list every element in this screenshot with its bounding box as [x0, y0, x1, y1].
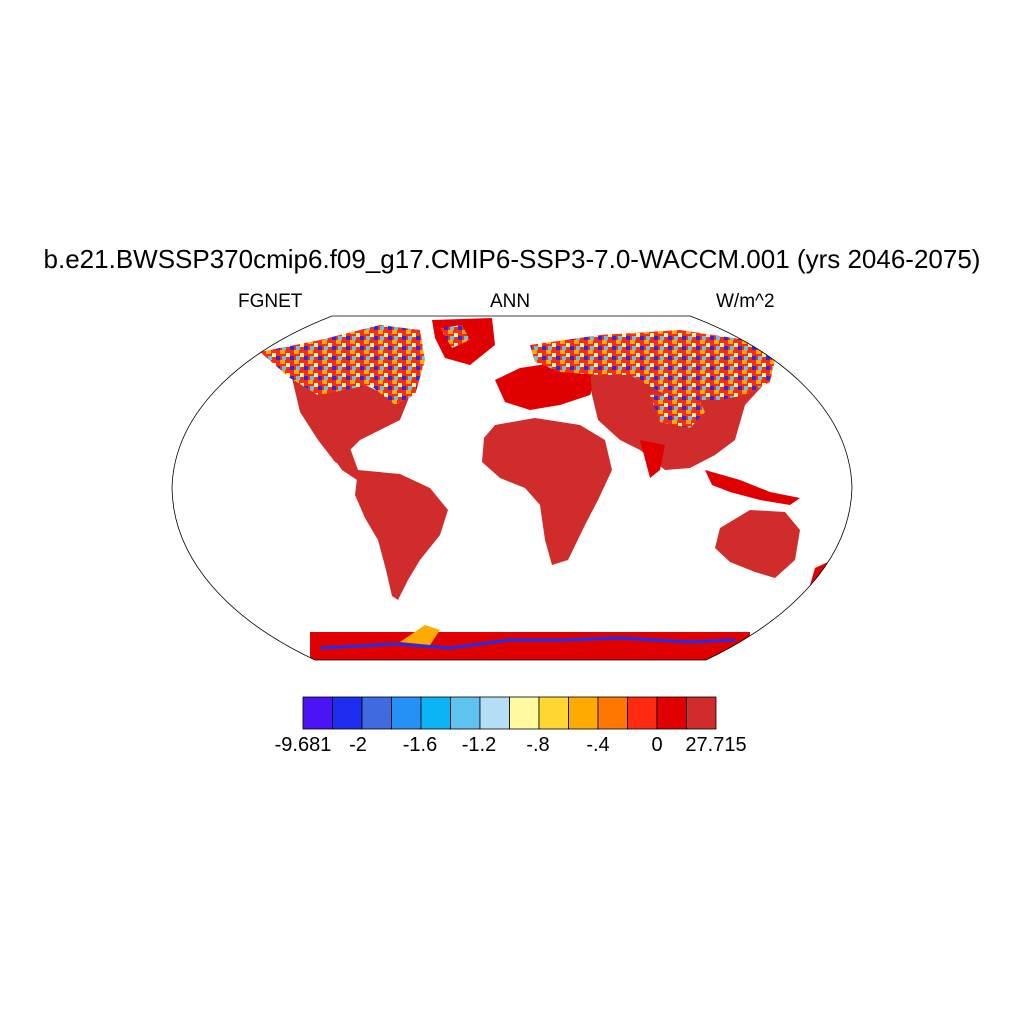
colorbar-swatch [450, 696, 481, 730]
colorbar-swatch [479, 696, 510, 730]
colorbar-swatch [509, 696, 540, 730]
colorbar-tick-label: -1.2 [461, 734, 497, 756]
south-america [355, 470, 448, 600]
colorbar-swatch [391, 696, 422, 730]
australia [715, 510, 800, 578]
colorbar-tick-label: -.8 [526, 734, 550, 756]
southeast-asia [705, 470, 800, 505]
colorbar-swatch [361, 696, 392, 730]
greenland-edge [440, 325, 470, 348]
canada-arctic [260, 325, 425, 405]
europe [495, 362, 600, 410]
colorbar-swatch [568, 696, 599, 730]
antarctica-coast [319, 636, 736, 650]
colorbar-swatch [538, 696, 569, 730]
colorbar-swatch [627, 696, 658, 730]
units-label: W/m^2 [716, 291, 775, 312]
plot-title: b.e21.BWSSP370cmip6.f09_g17.CMIP6-SSP3-7… [43, 244, 981, 274]
colorbar-tick-label: -1.6 [402, 734, 438, 756]
central-america [330, 440, 370, 482]
colorbar-swatch [302, 696, 333, 730]
colorbar [302, 696, 717, 730]
season-label: ANN [490, 291, 531, 312]
colorbar-tick-label: 0 [651, 734, 663, 756]
tibet [650, 392, 705, 428]
north-america [292, 378, 410, 470]
antarctic-peninsula [400, 625, 440, 645]
colorbar-swatch [597, 696, 628, 730]
colorbar-tick-label: 27.715 [685, 734, 747, 756]
siberia [530, 330, 775, 400]
india [640, 440, 665, 478]
colorbar-tick-label: -2 [349, 734, 367, 756]
colorbar-swatch [686, 696, 717, 730]
colorbar-swatch [332, 696, 363, 730]
antarctica [310, 632, 750, 660]
colorbar-swatch [420, 696, 451, 730]
colorbar-swatch [656, 696, 687, 730]
colorbar-tick-label: -9.681 [274, 734, 332, 756]
colorbar-tick-label: -.4 [586, 734, 610, 756]
variable-label: FGNET [238, 291, 303, 312]
globe-outline [171, 315, 853, 661]
africa [482, 418, 612, 565]
